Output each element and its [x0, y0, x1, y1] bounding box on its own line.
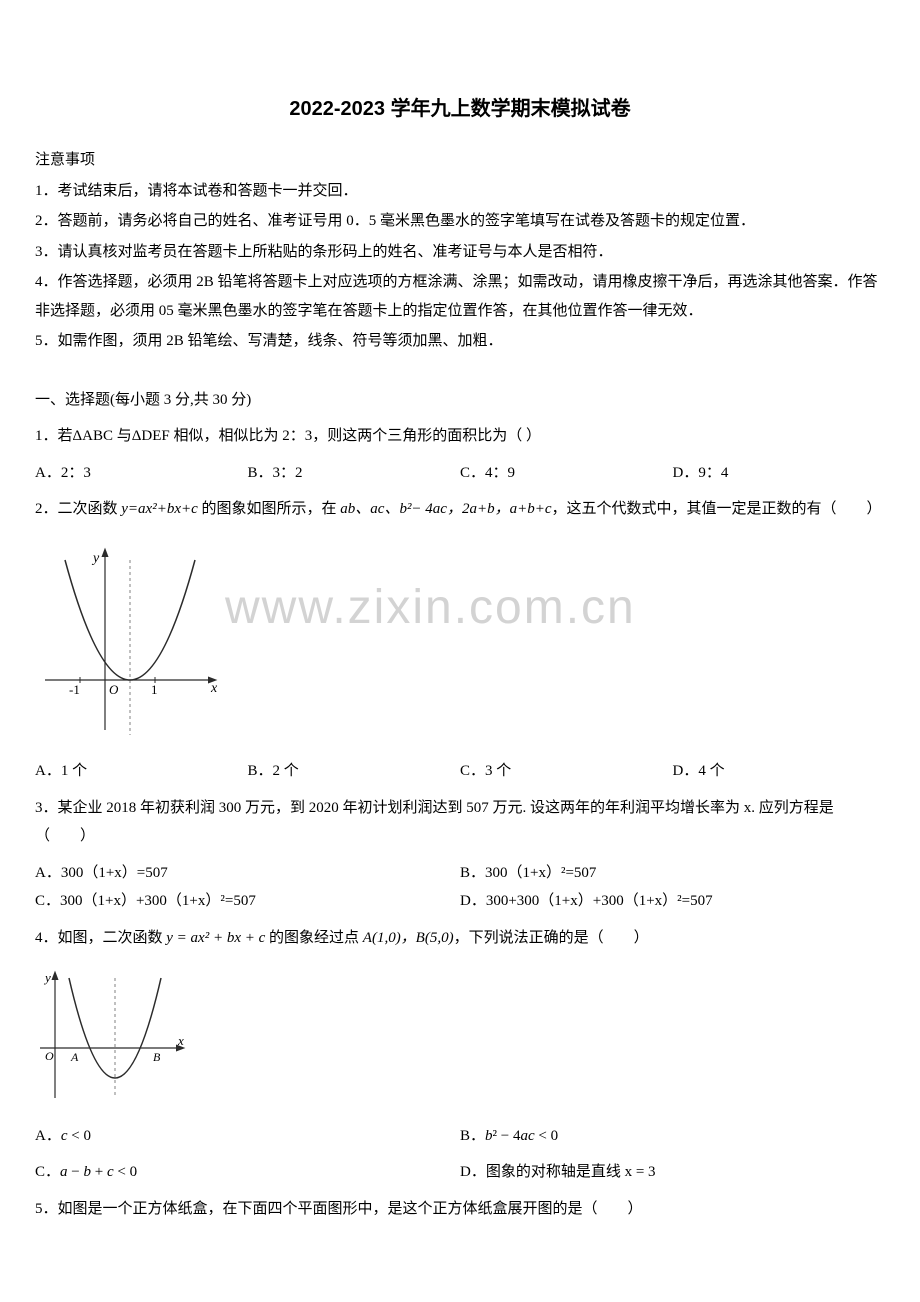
notice-2: 2．答题前，请务必将自己的姓名、准考证号用 0．5 毫米黑色墨水的签字笔填写在试…: [35, 207, 885, 236]
question-3: 3．某企业 2018 年初获利润 300 万元，到 2020 年初计划利润达到 …: [35, 794, 885, 851]
q4-opt-c: C．a − b + c < 0: [35, 1158, 460, 1187]
q2-opt-b: B．2 个: [248, 757, 461, 786]
q4-options: A．c < 0 B．b² − 4ac < 0 C．a − b + c < 0 D…: [35, 1122, 885, 1187]
question-5: 5．如图是一个正方体纸盒，在下面四个平面图形中，是这个正方体纸盒展开图的是（ ）: [35, 1195, 885, 1224]
q4-parabola-graph: y x O A B: [35, 968, 190, 1103]
q2-options: A．1 个 B．2 个 C．3 个 D．4 个: [35, 757, 885, 786]
svg-text:O: O: [109, 682, 119, 697]
q3-opt-a: A．300（1+x）=507: [35, 859, 460, 888]
question-2: 2．二次函数 y=ax²+bx+c 的图象如图所示，在 ab、ac、b²− 4a…: [35, 495, 885, 524]
q2-equation: y=ax²+bx+c: [121, 501, 198, 517]
q2-parabola-graph: y x O -1 1: [35, 540, 225, 735]
q3-options: A．300（1+x）=507 B．300（1+x）²=507 C．300（1+x…: [35, 859, 885, 916]
q2-graph-row: y x O -1 1 www.zixin.com.cn: [35, 532, 885, 754]
svg-text:-1: -1: [69, 682, 80, 697]
q4-text-prefix: 4．如图，二次函数: [35, 930, 166, 946]
svg-text:x: x: [177, 1033, 184, 1048]
q4-opt-d: D．图象的对称轴是直线 x = 3: [460, 1158, 885, 1187]
q4-text-mid: 的图象经过点: [265, 930, 363, 946]
q2-text-suffix: ，这五个代数式中，其值一定是正数的有（ ）: [552, 501, 882, 517]
notice-1: 1．考试结束后，请将本试卷和答题卡一并交回．: [35, 177, 885, 206]
exam-title: 2022-2023 学年九上数学期末模拟试卷: [35, 90, 885, 128]
q4-text-suffix: ，下列说法正确的是（ ）: [454, 930, 649, 946]
q1-opt-c: C．4：9: [460, 459, 673, 488]
q3-opt-d: D．300+300（1+x）+300（1+x）²=507: [460, 887, 885, 916]
notice-5: 5．如需作图，须用 2B 铅笔绘、写清楚，线条、符号等须加黑、加粗．: [35, 327, 885, 356]
svg-text:y: y: [43, 970, 51, 985]
q1-opt-a: A．2：3: [35, 459, 248, 488]
q1-options: A．2：3 B．3：2 C．4：9 D．9：4: [35, 459, 885, 488]
q2-terms: ab、ac、b²− 4ac，2a+b，a+b+c: [340, 501, 551, 517]
q2-text-mid: 的图象如图所示，在: [198, 501, 341, 517]
svg-text:y: y: [91, 551, 100, 566]
section-1-header: 一、选择题(每小题 3 分,共 30 分): [35, 386, 885, 415]
question-1: 1．若ΔABC 与ΔDEF 相似，相似比为 2：3，则这两个三角形的面积比为（ …: [35, 422, 885, 451]
q4-opt-b: B．b² − 4ac < 0: [460, 1122, 885, 1151]
q4-points: A(1,0)，B(5,0): [363, 930, 454, 946]
q2-text-prefix: 2．二次函数: [35, 501, 121, 517]
q4-opt-a: A．c < 0: [35, 1122, 460, 1151]
q2-opt-c: C．3 个: [460, 757, 673, 786]
svg-text:B: B: [153, 1050, 161, 1064]
watermark: www.zixin.com.cn: [225, 562, 636, 653]
svg-text:1: 1: [151, 682, 158, 697]
svg-text:A: A: [70, 1050, 79, 1064]
notice-header: 注意事项: [35, 146, 885, 175]
notice-3: 3．请认真核对监考员在答题卡上所粘贴的条形码上的姓名、准考证号与本人是否相符．: [35, 238, 885, 267]
q2-opt-d: D．4 个: [673, 757, 886, 786]
q1-opt-d: D．9：4: [673, 459, 886, 488]
q2-opt-a: A．1 个: [35, 757, 248, 786]
q3-opt-c: C．300（1+x）+300（1+x）²=507: [35, 887, 460, 916]
q4-equation: y = ax² + bx + c: [166, 930, 265, 946]
notice-4: 4．作答选择题，必须用 2B 铅笔将答题卡上对应选项的方框涂满、涂黑；如需改动，…: [35, 268, 885, 325]
question-4: 4．如图，二次函数 y = ax² + bx + c 的图象经过点 A(1,0)…: [35, 924, 885, 953]
q3-opt-b: B．300（1+x）²=507: [460, 859, 885, 888]
q1-opt-b: B．3：2: [248, 459, 461, 488]
svg-text:x: x: [210, 681, 218, 696]
svg-text:O: O: [45, 1049, 54, 1063]
